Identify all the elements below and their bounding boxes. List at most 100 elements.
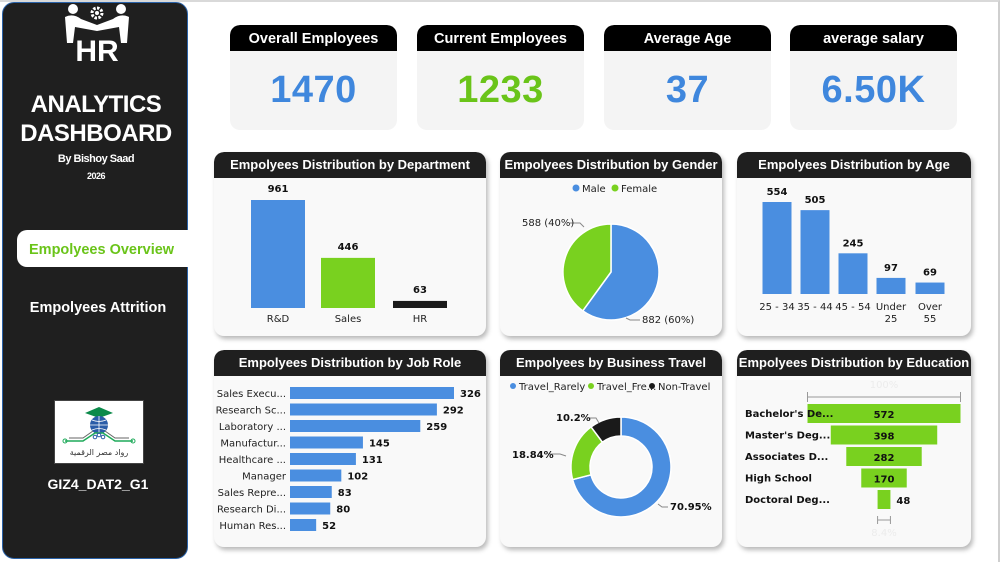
- org-globe-circuit-icon: رواد مصر الرقمية: [62, 407, 136, 457]
- donut-slice: [590, 416, 622, 444]
- pie-slice: [581, 223, 660, 321]
- bar: [800, 210, 830, 294]
- funnel-bar: [877, 490, 891, 509]
- y-tick-label: Laboratory ...: [219, 422, 286, 433]
- x-tick-label: Under 25: [876, 302, 907, 325]
- legend-label: Travel_Fre...: [596, 382, 656, 393]
- bar: [290, 519, 317, 531]
- funnel-bar: [830, 425, 938, 445]
- y-tick-label: Manufactur...: [220, 439, 286, 450]
- data-label: 292: [443, 406, 464, 417]
- bar: [290, 420, 421, 432]
- leader-line: [657, 503, 668, 508]
- x-tick-label: Over 55: [918, 302, 943, 325]
- kpi-title: average salary: [790, 25, 957, 51]
- y-tick-label: Master's Deg...: [745, 431, 830, 442]
- brand-title-line1: ANALYTICS: [30, 91, 162, 118]
- legend-marker: [572, 184, 580, 192]
- funnel-bar: [846, 447, 922, 466]
- hr-team-gear-icon: HR: [65, 4, 129, 65]
- age-bar-chart: 554 25 - 34 505 35 - 44 245 45 - 54 97 Under 25 6…: [759, 187, 945, 325]
- legend-label: Female: [621, 184, 657, 195]
- chart-title: Empolyees by Business Travel: [500, 350, 722, 376]
- y-tick-label: Bachelor's De...: [745, 409, 833, 420]
- legend-label: Non-Travel: [658, 382, 710, 393]
- data-label: 961: [268, 184, 289, 195]
- year-label: 2026: [86, 171, 106, 181]
- funnel-bar: [807, 404, 961, 423]
- chart-title: Empolyees Distribution by Age: [737, 152, 971, 178]
- legend-marker: [611, 184, 619, 192]
- chart-card-age: Empolyees Distribution by Age 554 25 - 34…: [737, 152, 971, 336]
- leader-line: [588, 417, 600, 424]
- y-tick-label: Manager: [242, 472, 287, 483]
- bar: [321, 257, 375, 308]
- kpi-average-age: Average Age 37: [604, 25, 771, 130]
- gender-pie-chart: Male Female 882 (60%) 588 (40%): [522, 184, 694, 326]
- brand-hr-text: HR: [75, 35, 119, 65]
- data-label: 572: [874, 410, 895, 421]
- bar: [290, 403, 437, 416]
- leader-line: [625, 317, 640, 321]
- data-label: 102: [347, 472, 368, 483]
- business-travel-donut-chart: Travel_Rarely Travel_Fre... Non-Travel 70.9…: [510, 382, 712, 518]
- data-label: 52: [322, 521, 336, 532]
- data-label: 554: [767, 187, 788, 198]
- sidebar: HR ANALYTICS DASHBOARD By Bishoy Saad 20…: [2, 2, 193, 559]
- chart-card-business-travel: Empolyees by Business Travel Travel_Rare…: [500, 350, 722, 547]
- legend-marker: [649, 383, 655, 389]
- kpi-average-salary: average salary 6.50K: [790, 25, 957, 130]
- bar: [762, 202, 792, 294]
- y-tick-label: High School: [745, 474, 812, 485]
- legend-label: Male: [582, 184, 606, 195]
- kpi-title: Current Employees: [417, 25, 584, 51]
- leader-line: [548, 453, 567, 457]
- x-tick-label: Sales: [335, 314, 362, 325]
- y-tick-label: Associates D...: [745, 452, 828, 463]
- kpi-title: Overall Employees: [230, 25, 397, 51]
- chart-title: Empolyees Distribution by Gender: [500, 152, 722, 178]
- scale-bracket: [807, 392, 961, 402]
- y-tick-label: Doctoral Deg...: [745, 495, 830, 506]
- nav-employees-attrition[interactable]: Empolyees Attrition: [29, 300, 167, 316]
- data-label: 326: [460, 389, 481, 400]
- chart-title: Empolyees Distribution by Department: [214, 152, 486, 178]
- data-label: 446: [338, 242, 359, 253]
- scale-bracket: [877, 516, 891, 524]
- data-label: 282: [874, 453, 895, 464]
- bar: [290, 486, 332, 498]
- y-tick-label: Healthcare ...: [219, 455, 286, 466]
- kpi-value: 1233: [457, 69, 544, 111]
- nav-employees-overview[interactable]: Empolyees Overview: [17, 230, 193, 267]
- brand-title-line2: DASHBOARD: [20, 120, 172, 147]
- x-tick-label: HR: [413, 314, 428, 325]
- kpi-current-employees: Current Employees 1233: [417, 25, 584, 130]
- x-tick-label: R&D: [267, 314, 290, 325]
- bar: [290, 502, 331, 515]
- bar: [290, 436, 363, 449]
- data-label: 882 (60%): [642, 315, 694, 326]
- data-label: 18.84%: [512, 450, 554, 461]
- pie-slice: [562, 223, 612, 312]
- chart-title: Empolyees Distribution by Education: [737, 350, 971, 376]
- y-tick-label: Research Sc...: [216, 406, 286, 417]
- data-label: 170: [874, 475, 895, 486]
- kpi-overall-employees: Overall Employees 1470: [230, 25, 397, 130]
- bar: [838, 253, 868, 294]
- chart-title: Empolyees Distribution by Job Role: [214, 350, 486, 376]
- legend-marker: [588, 383, 594, 389]
- chart-card-job-role: Empolyees Distribution by Job Role Sales…: [214, 350, 486, 547]
- bar: [876, 277, 906, 294]
- data-label: 505: [805, 195, 826, 206]
- funnel-bar: [861, 468, 907, 488]
- data-label: 97: [884, 263, 898, 274]
- kpi-value: 6.50K: [821, 69, 926, 111]
- author-label: By Bishoy Saad: [57, 153, 135, 165]
- bar: [290, 453, 356, 465]
- kpi-value: 1470: [270, 69, 357, 111]
- data-label: 69: [923, 268, 937, 279]
- x-tick-label: 35 - 44: [797, 302, 832, 313]
- donut-slice: [571, 416, 672, 518]
- data-label: 131: [362, 455, 383, 466]
- group-code-label: GIZ4_DAT2_G1: [47, 476, 149, 492]
